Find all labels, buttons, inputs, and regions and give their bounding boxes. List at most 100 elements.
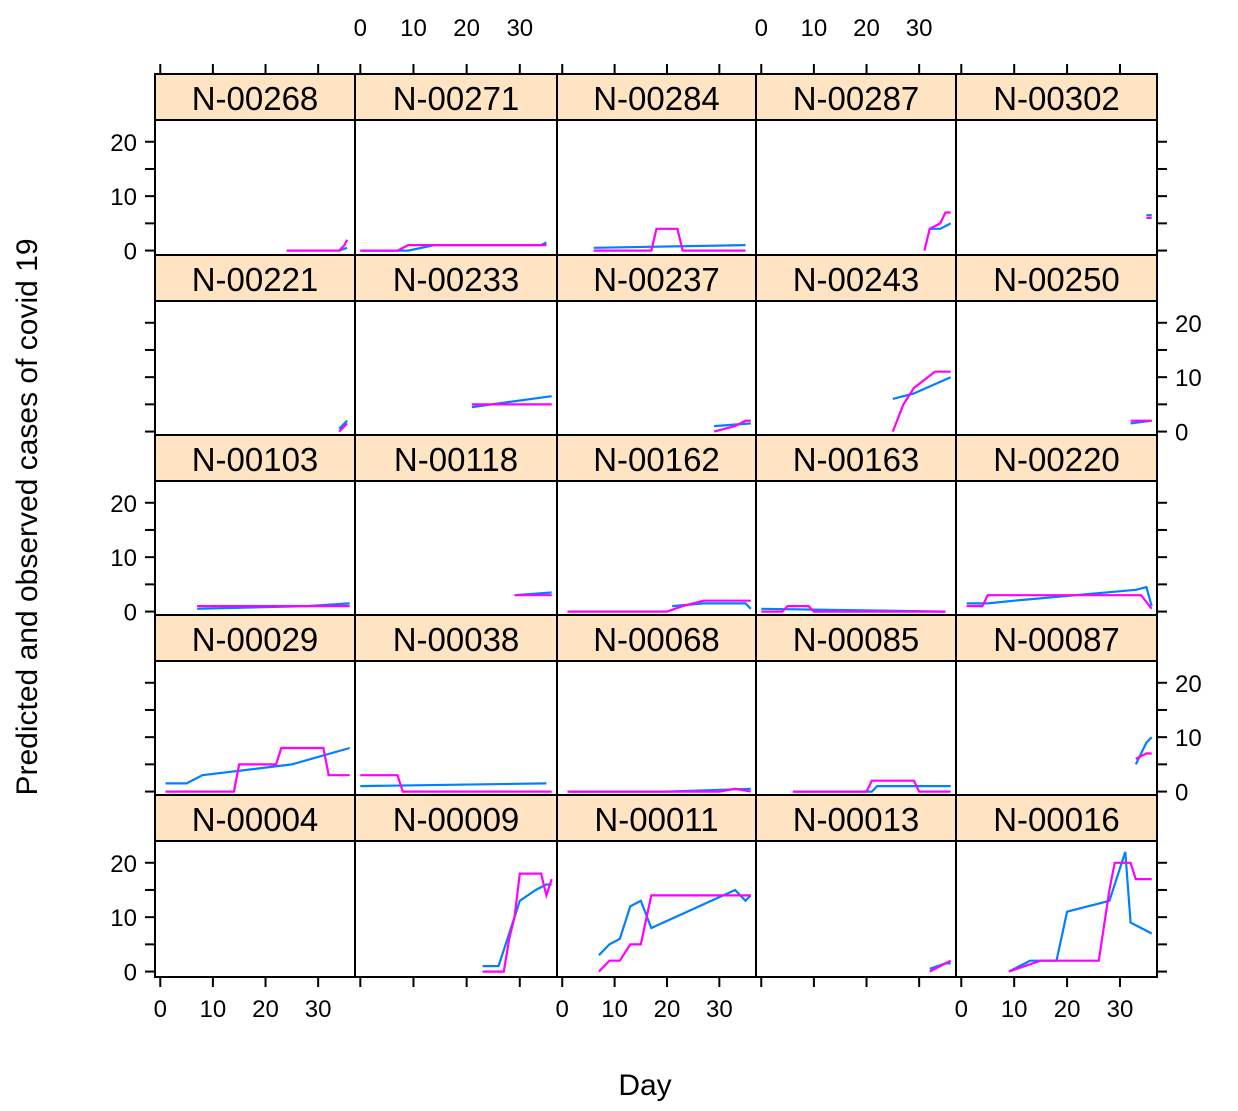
panel-frame <box>154 660 356 798</box>
x-tick-label: 10 <box>200 996 227 1023</box>
predicted-line <box>714 422 751 428</box>
panel-frame <box>955 119 1158 257</box>
observed-line <box>792 779 951 793</box>
strip-N-00013 <box>755 794 957 842</box>
panel-frame <box>354 840 558 978</box>
panel-frame <box>154 480 356 618</box>
strip-N-00162 <box>556 434 757 482</box>
observed-line <box>891 370 951 432</box>
panel-N-00284: N-00284 <box>556 73 757 257</box>
x-tick-label: 0 <box>755 15 768 42</box>
panel-N-00162: N-00162 <box>556 434 757 618</box>
panel-N-00237: N-00237 <box>556 254 757 438</box>
strip-label: N-00221 <box>192 261 319 298</box>
strip-label: N-00284 <box>593 80 720 117</box>
x-tick-label: 20 <box>453 15 480 42</box>
x-tick-label: 0 <box>556 996 569 1023</box>
panel-N-00038: N-00038 <box>354 614 558 798</box>
observed-line <box>713 419 751 433</box>
strip-label: N-00038 <box>393 621 520 658</box>
panel-N-00302: N-00302 <box>955 73 1158 257</box>
panel-frame <box>154 119 356 257</box>
x-tick-label: 20 <box>1054 996 1081 1023</box>
y-axis-label: Predicted and observed cases of covid 19 <box>11 238 44 795</box>
panel-frame <box>154 300 356 438</box>
y-tick-label: 20 <box>110 130 137 157</box>
strip-label: N-00029 <box>192 621 319 658</box>
panel-N-00085: N-00085 <box>755 614 957 798</box>
strip-N-00011 <box>556 794 757 842</box>
strip-label: N-00268 <box>192 80 319 117</box>
panel-N-00011: N-00011 <box>556 794 757 978</box>
panel-frame <box>556 480 757 618</box>
x-tick-label: 0 <box>354 15 367 42</box>
strip-label: N-00271 <box>393 80 520 117</box>
x-tick-label: 20 <box>252 996 279 1023</box>
y-tick-label: 0 <box>124 239 137 266</box>
panel-frame <box>755 119 957 257</box>
panel-frame <box>556 840 757 978</box>
panel-frame <box>955 660 1158 798</box>
panels: N-00268 N-00271 N-00284 N-00287 N-00302 N-002… <box>110 15 1201 1023</box>
strip-label: N-00237 <box>593 261 720 298</box>
predicted-line <box>482 883 552 968</box>
panel-N-00243: N-00243 <box>755 254 957 438</box>
strip-N-00287 <box>755 73 957 121</box>
y-tick-label: 10 <box>1175 365 1202 392</box>
panel-frame <box>755 300 957 438</box>
strip-label: N-00118 <box>394 441 518 478</box>
strip-N-00103 <box>154 434 356 482</box>
strip-N-00087 <box>955 614 1158 662</box>
strip-label: N-00087 <box>993 621 1120 658</box>
observed-line <box>1135 752 1152 760</box>
panel-frame <box>154 840 356 978</box>
panel-frame <box>556 300 757 438</box>
strip-label: N-00009 <box>393 801 520 838</box>
y-tick-label: 20 <box>1175 311 1202 338</box>
panel-frame <box>755 840 957 978</box>
observed-line <box>598 894 751 973</box>
strip-N-00220 <box>955 434 1158 482</box>
observed-line <box>338 422 348 433</box>
panel-N-00287: N-00287 <box>755 73 957 257</box>
strip-label: N-00243 <box>793 261 920 298</box>
strip-N-00243 <box>755 254 957 302</box>
x-tick-label: 30 <box>906 15 933 42</box>
predicted-line <box>360 782 547 788</box>
panel-N-00233: N-00233 <box>354 254 558 438</box>
x-axis-label: Day <box>618 1069 671 1102</box>
panel-N-00271: N-00271 <box>354 73 558 257</box>
panel-N-00087: N-00087 <box>955 614 1158 798</box>
y-tick-label: 10 <box>110 905 137 932</box>
observed-line <box>567 599 751 613</box>
panel-frame <box>556 119 757 257</box>
panel-frame <box>955 300 1158 438</box>
panel-N-00103: N-00103 <box>154 434 356 618</box>
observed-line <box>482 872 553 973</box>
y-tick-label: 20 <box>110 491 137 518</box>
panel-N-00004: N-00004 <box>154 794 356 978</box>
x-tick-label: 10 <box>801 15 828 42</box>
strip-N-00038 <box>354 614 558 662</box>
observed-line <box>360 244 547 252</box>
strip-label: N-00250 <box>993 261 1120 298</box>
predicted-line <box>338 419 348 430</box>
predicted-line <box>1134 736 1153 765</box>
predicted-line <box>593 244 746 249</box>
x-tick-label: 30 <box>506 15 533 42</box>
y-tick-label: 0 <box>1175 780 1188 807</box>
strip-N-00250 <box>955 254 1158 302</box>
panel-N-00221: N-00221 <box>154 254 356 438</box>
observed-line <box>286 239 349 252</box>
y-tick-label: 20 <box>110 851 137 878</box>
observed-line <box>165 746 350 793</box>
panel-N-00009: N-00009 <box>354 794 558 978</box>
x-tick-label: 20 <box>853 15 880 42</box>
x-tick-label: 20 <box>654 996 681 1023</box>
panel-frame <box>556 660 757 798</box>
panel-frame <box>755 480 957 618</box>
strip-label: N-00162 <box>593 441 720 478</box>
observed-line <box>929 959 952 973</box>
strip-label: N-00302 <box>993 80 1120 117</box>
strip-label: N-00004 <box>192 801 319 838</box>
